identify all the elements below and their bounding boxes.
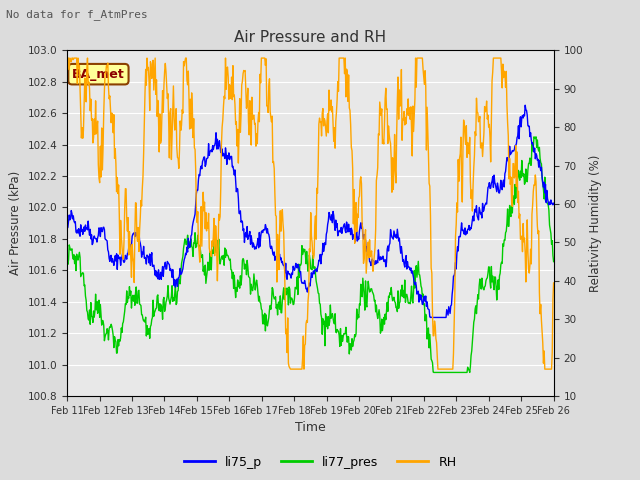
RH xyxy=(172,106,180,111)
li77_pres xyxy=(122,301,130,307)
RH xyxy=(123,216,131,222)
li75_p xyxy=(197,163,205,169)
li75_p xyxy=(369,264,377,270)
li75_p xyxy=(522,102,529,108)
RH xyxy=(550,280,557,286)
li75_p xyxy=(550,200,557,206)
Title: Air Pressure and RH: Air Pressure and RH xyxy=(234,30,387,45)
X-axis label: Time: Time xyxy=(295,421,326,434)
Text: BA_met: BA_met xyxy=(72,68,125,81)
li77_pres xyxy=(63,252,71,258)
li77_pres xyxy=(369,290,377,296)
RH xyxy=(198,243,205,249)
RH xyxy=(73,55,81,61)
Y-axis label: Relativity Humidity (%): Relativity Humidity (%) xyxy=(589,155,602,292)
Text: No data for f_AtmPres: No data for f_AtmPres xyxy=(6,9,148,20)
li75_p xyxy=(172,284,179,290)
li75_p xyxy=(427,314,435,320)
li75_p xyxy=(122,254,130,260)
Line: li77_pres: li77_pres xyxy=(67,137,554,372)
li77_pres xyxy=(383,300,391,305)
RH xyxy=(64,55,72,61)
Legend: li75_p, li77_pres, RH: li75_p, li77_pres, RH xyxy=(179,451,461,474)
li77_pres xyxy=(430,370,438,375)
li77_pres xyxy=(172,283,179,288)
li75_p xyxy=(72,229,80,235)
li75_p xyxy=(63,226,71,231)
RH xyxy=(371,253,378,259)
Line: RH: RH xyxy=(67,58,554,369)
RH xyxy=(385,123,392,129)
li77_pres xyxy=(530,134,538,140)
Y-axis label: Air Pressure (kPa): Air Pressure (kPa) xyxy=(9,171,22,276)
li77_pres xyxy=(550,259,557,264)
li77_pres xyxy=(72,268,80,274)
li77_pres xyxy=(197,255,205,261)
RH xyxy=(287,366,294,372)
RH xyxy=(63,68,71,73)
li75_p xyxy=(383,246,391,252)
Line: li75_p: li75_p xyxy=(67,105,554,317)
